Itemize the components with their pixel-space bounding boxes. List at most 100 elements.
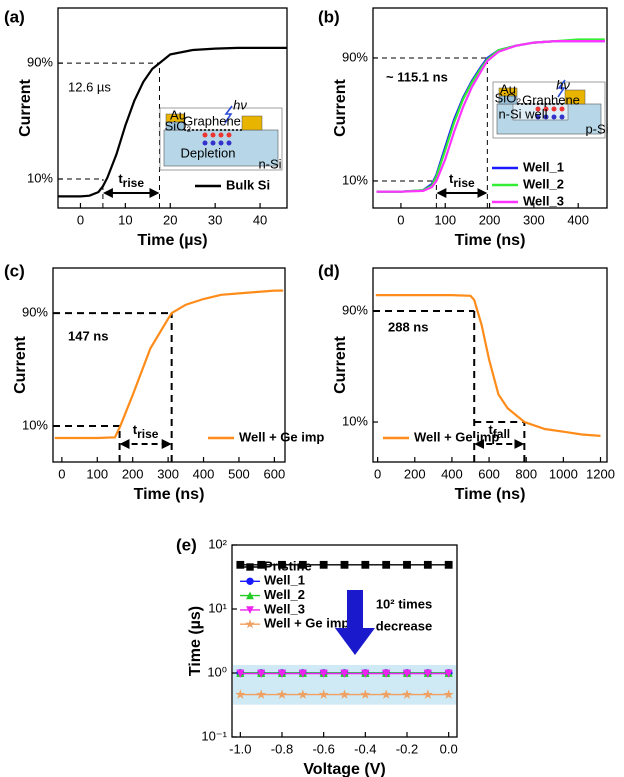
panel: (d) Time (ns) Current 0 200 400 600 800 1000 1200… bbox=[318, 261, 615, 503]
x-tick-label: -0.6 bbox=[312, 741, 334, 756]
x-tick-label: -0.8 bbox=[271, 741, 293, 756]
panel-label: (a) bbox=[4, 7, 25, 26]
series-line bbox=[54, 289, 284, 440]
plot-frame bbox=[57, 7, 288, 209]
marker bbox=[403, 560, 411, 569]
annotation: 288 ns bbox=[388, 319, 428, 334]
inset-label: Au bbox=[500, 81, 516, 96]
annotation: decrease bbox=[376, 618, 432, 633]
x-tick-label: 1200 bbox=[586, 466, 615, 481]
carrier bbox=[202, 132, 208, 138]
interval-symbol: t bbox=[449, 171, 454, 186]
x-axis-label: Time (ns) bbox=[455, 232, 526, 249]
inset-label: Depletion bbox=[181, 145, 236, 160]
plot-frame bbox=[52, 267, 286, 463]
x-axis-label: Voltage (V) bbox=[303, 761, 385, 777]
interval-label: trise bbox=[118, 171, 144, 190]
y-axis-label: Current bbox=[17, 78, 34, 136]
carrier bbox=[226, 140, 232, 146]
marker bbox=[257, 560, 266, 569]
x-tick-label: 300 bbox=[523, 212, 545, 227]
x-tick-label: 10 bbox=[118, 212, 132, 227]
x-tick-label: 100 bbox=[86, 466, 108, 481]
inset-label: hν bbox=[556, 77, 570, 92]
carrier bbox=[210, 132, 216, 138]
legend-label: Well_2 bbox=[264, 587, 305, 602]
series-line bbox=[58, 46, 287, 198]
y-tick-label: 10% bbox=[22, 417, 48, 432]
x-tick-label: 800 bbox=[515, 466, 537, 481]
y-tick-label: 10⁰ bbox=[207, 664, 227, 679]
marker bbox=[257, 669, 266, 678]
legend-label: Well_1 bbox=[523, 159, 564, 174]
marker bbox=[318, 689, 329, 699]
interval-symbol: t bbox=[118, 171, 123, 186]
panel-label: (c) bbox=[4, 261, 25, 280]
x-tick-label: 0 bbox=[58, 466, 65, 481]
y-tick-label: 90% bbox=[22, 305, 48, 320]
legend-label: Well_2 bbox=[523, 176, 564, 191]
interval-subscript: rise bbox=[123, 176, 145, 190]
arrow-head bbox=[335, 628, 375, 655]
y-tick-label: 10% bbox=[27, 170, 53, 185]
inset-label: Au bbox=[170, 107, 186, 122]
carrier bbox=[535, 114, 541, 120]
inset-label: p-Si bbox=[585, 121, 608, 136]
x-axis-label: Time (ns) bbox=[455, 486, 526, 503]
marker bbox=[298, 560, 307, 569]
legend-label: Well + Ge imp bbox=[414, 429, 499, 444]
interval-subscript: fall bbox=[493, 427, 510, 441]
y-axis-label: Current bbox=[332, 335, 349, 393]
plot-frame bbox=[372, 267, 608, 463]
marker bbox=[236, 560, 245, 569]
legend-label: Well_3 bbox=[523, 193, 564, 208]
marker bbox=[236, 669, 245, 678]
marker bbox=[382, 560, 391, 569]
annotation: 12.6 µs bbox=[68, 79, 111, 94]
marker bbox=[319, 669, 328, 678]
carrier bbox=[543, 114, 549, 120]
y-tick-label: 10⁻¹ bbox=[201, 728, 227, 743]
panel: (c) Time (ns) Current 0 100 200 300 400 500 600 10… bbox=[4, 261, 324, 503]
marker bbox=[340, 669, 349, 678]
y-tick-label: 10² bbox=[208, 536, 227, 551]
marker bbox=[256, 689, 267, 699]
panel: (e) Voltage (V) Time (µs) -1.0 -0.8 -0.6 -0.4 -… bbox=[176, 535, 458, 777]
marker bbox=[361, 669, 370, 678]
marker bbox=[246, 577, 254, 585]
marker bbox=[402, 669, 412, 678]
inset-label: n-Si well bbox=[498, 106, 547, 121]
x-tick-label: 600 bbox=[478, 466, 500, 481]
panel: (b) Time (ns) Current 0 100 200 300 400 10% 90% tr… bbox=[318, 7, 609, 249]
interval-symbol: t bbox=[133, 422, 138, 437]
x-tick-label: -0.4 bbox=[354, 741, 376, 756]
x-tick-label: 0 bbox=[374, 466, 381, 481]
y-tick-label: 10¹ bbox=[208, 600, 227, 615]
legend-label: Well + Ge imp bbox=[264, 616, 349, 631]
carrier bbox=[226, 132, 232, 138]
photon bbox=[224, 105, 233, 124]
x-tick-label: 500 bbox=[228, 466, 250, 481]
x-tick-label: 1000 bbox=[549, 466, 578, 481]
y-tick-label: 10% bbox=[342, 413, 368, 428]
marker bbox=[246, 563, 254, 571]
carrier bbox=[543, 106, 549, 112]
x-tick-label: 0 bbox=[77, 212, 84, 227]
x-tick-label: 400 bbox=[441, 466, 463, 481]
panel-label: (d) bbox=[318, 261, 340, 280]
y-axis-label: Time (µs) bbox=[187, 606, 204, 676]
marker bbox=[444, 560, 453, 569]
annotation: 10² times bbox=[376, 596, 432, 611]
x-tick-label: 200 bbox=[122, 466, 144, 481]
x-tick-label: 600 bbox=[264, 466, 286, 481]
plot-frame bbox=[372, 7, 608, 209]
panel-label: (e) bbox=[176, 535, 197, 554]
marker bbox=[235, 689, 246, 699]
marker bbox=[297, 689, 308, 699]
x-tick-label: 200 bbox=[404, 466, 426, 481]
interval-subscript: rise bbox=[453, 176, 475, 190]
gold-left bbox=[498, 87, 518, 97]
marker bbox=[245, 619, 255, 629]
